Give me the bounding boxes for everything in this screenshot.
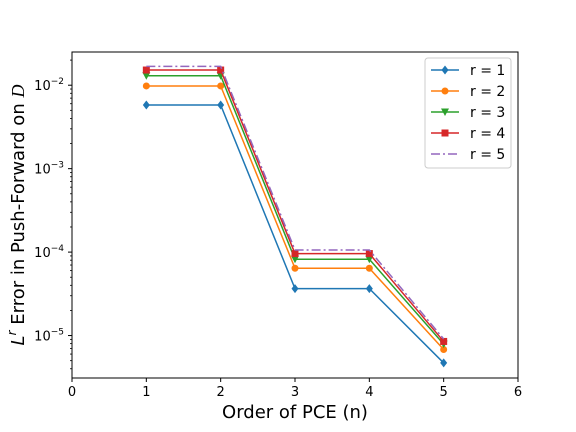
data-point [217,82,225,90]
series-4 [142,66,448,345]
data-point [365,284,373,294]
data-point [291,255,299,264]
data-point [291,284,299,294]
data-point [365,255,374,264]
legend-label: r = 1 [470,63,505,79]
legend-entry: r = 1 [431,63,505,79]
legend-marker [441,129,449,137]
legend-label: r = 5 [470,147,505,163]
y-tick-label: 10−2 [34,77,64,94]
legend-marker [441,65,449,75]
data-point [291,264,299,272]
data-point [440,337,448,345]
axis-ticks: 0 1 2 3 4 5 6 10−5 10−4 10−3 10−2 [34,59,522,400]
legend-marker [441,87,449,95]
y-axis-label: Lr Error in Push-Forward on D [5,85,29,346]
data-point [142,100,150,110]
legend-marker [441,108,449,116]
series-1 [142,100,448,368]
legend-label: r = 4 [470,126,505,142]
data-point [142,66,150,74]
series-5 [146,65,445,340]
series-2 [142,82,448,354]
legend-label: r = 3 [470,105,505,121]
data-point [365,264,373,272]
data-point [440,346,448,354]
y-tick-label: 10−5 [34,328,64,345]
legend-entry: r = 2 [431,84,505,100]
legend-entry: r = 5 [431,147,505,163]
x-tick-label: 6 [514,385,522,400]
data-point [142,72,151,80]
y-tick-label: 10−3 [34,161,64,178]
data-point [142,82,150,90]
x-axis-label: Order of PCE (n) [222,402,368,423]
legend: r = 1 r = 2 r = 3 r = 4 r = 5 [424,57,512,169]
series-line [146,65,445,340]
x-tick-label: 1 [142,385,150,400]
y-tick-label: 10−4 [34,244,64,261]
legend-box [424,57,512,169]
legend-label: r = 2 [470,84,505,100]
data-point [365,250,373,258]
x-tick-label: 5 [440,385,448,400]
x-tick-label: 3 [291,385,299,400]
series-layer [142,65,448,368]
data-point [440,358,448,368]
plot-frame [71,51,519,379]
legend-entry: r = 4 [431,126,505,142]
x-tick-label: 0 [68,385,76,400]
data-point [217,100,225,110]
data-point [291,250,299,258]
data-point [217,66,225,74]
x-tick-label: 4 [365,385,373,400]
x-tick-label: 2 [217,385,225,400]
legend-entry: r = 3 [431,105,505,121]
